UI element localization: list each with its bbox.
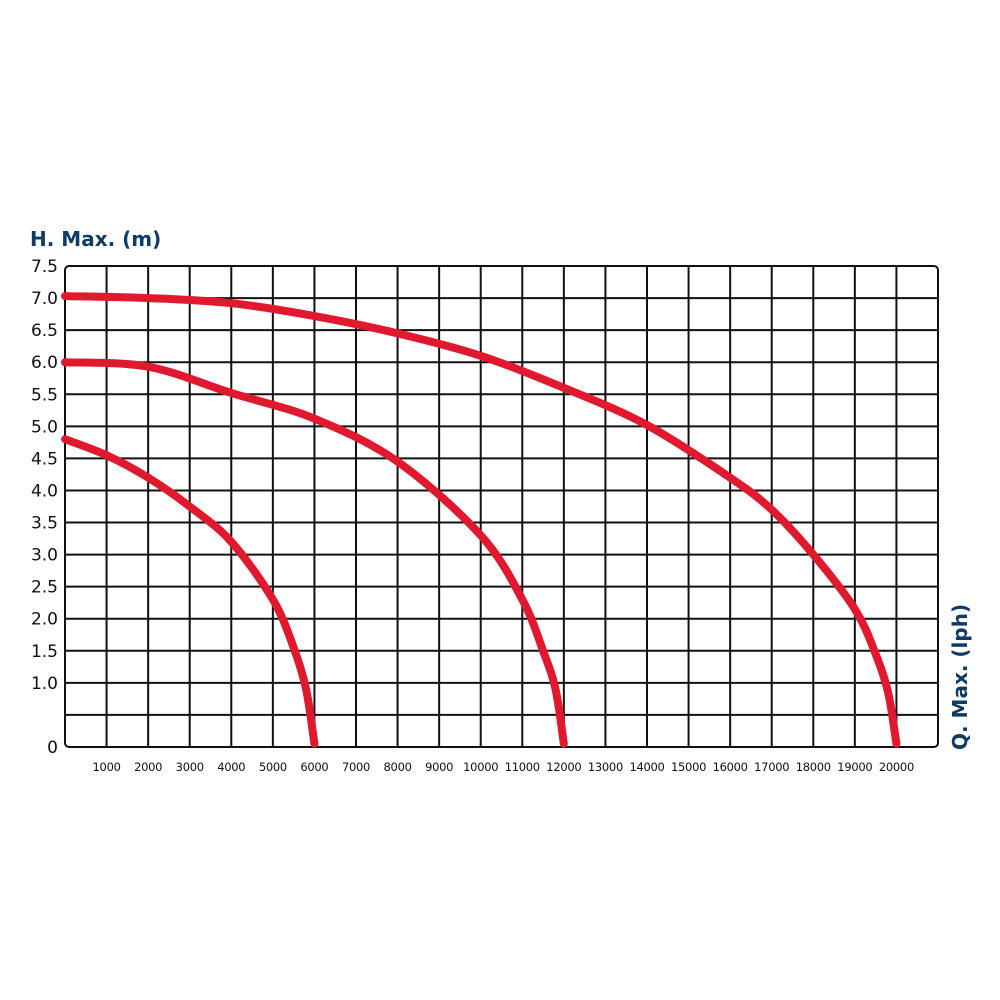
x-tick-label: 17000 xyxy=(754,760,789,774)
grid xyxy=(64,265,939,748)
y-tick-label: 5.5 xyxy=(31,385,58,405)
y-tick-label: 4.5 xyxy=(31,449,58,469)
pump-curve-1 xyxy=(61,435,319,748)
y-tick-label: 7.0 xyxy=(31,289,58,309)
x-tick-label: 4000 xyxy=(217,760,245,774)
x-tick-label: 16000 xyxy=(713,760,748,774)
y-tick-label: 5.0 xyxy=(31,417,58,437)
x-tick-labels: 1000 2000 3000 4000 5000 6000 7000 8000 9000 1000… xyxy=(93,760,915,774)
x-tick-label: 20000 xyxy=(879,760,914,774)
pump-curve-3 xyxy=(61,292,901,748)
x-tick-label: 3000 xyxy=(176,760,204,774)
y-tick-label: 2.0 xyxy=(31,610,58,630)
x-axis-title: Q. Max. (lph) xyxy=(948,604,972,750)
y-axis-title: H. Max. (m) xyxy=(30,227,161,251)
y-tick-label: 6.5 xyxy=(31,321,58,341)
x-tick-label: 7000 xyxy=(342,760,370,774)
x-tick-label: 2000 xyxy=(134,760,162,774)
y-tick-label: 3.0 xyxy=(31,546,58,566)
x-tick-label: 5000 xyxy=(259,760,287,774)
curves xyxy=(61,292,901,748)
x-tick-label: 1000 xyxy=(93,760,121,774)
y-tick-label: 2.5 xyxy=(31,578,58,598)
x-tick-label: 9000 xyxy=(425,760,453,774)
x-tick-label: 10000 xyxy=(463,760,498,774)
x-tick-label: 19000 xyxy=(837,760,872,774)
x-tick-label: 18000 xyxy=(796,760,831,774)
y-tick-label: 0 xyxy=(47,738,58,758)
y-tick-label: 1.0 xyxy=(31,674,58,694)
y-tick-label: 6.0 xyxy=(31,353,58,373)
y-tick-label: 7.5 xyxy=(31,257,58,277)
y-tick-label: 4.0 xyxy=(31,481,58,501)
x-tick-label: 8000 xyxy=(384,760,412,774)
x-tick-label: 14000 xyxy=(629,760,664,774)
x-tick-label: 11000 xyxy=(505,760,540,774)
x-tick-label: 6000 xyxy=(300,760,328,774)
x-tick-label: 15000 xyxy=(671,760,706,774)
pump-curve-2 xyxy=(61,358,568,748)
x-tick-label: 12000 xyxy=(546,760,581,774)
x-tick-label: 13000 xyxy=(588,760,623,774)
y-tick-label: 3.5 xyxy=(31,514,58,534)
y-tick-label: 1.5 xyxy=(31,642,58,662)
plot-frame xyxy=(64,265,939,748)
y-tick-labels: 0 1.0 1.5 2.0 2.5 3.0 3.5 4.0 4.5 5.0 5.5 6.0 6.5 7.0… xyxy=(31,257,58,758)
